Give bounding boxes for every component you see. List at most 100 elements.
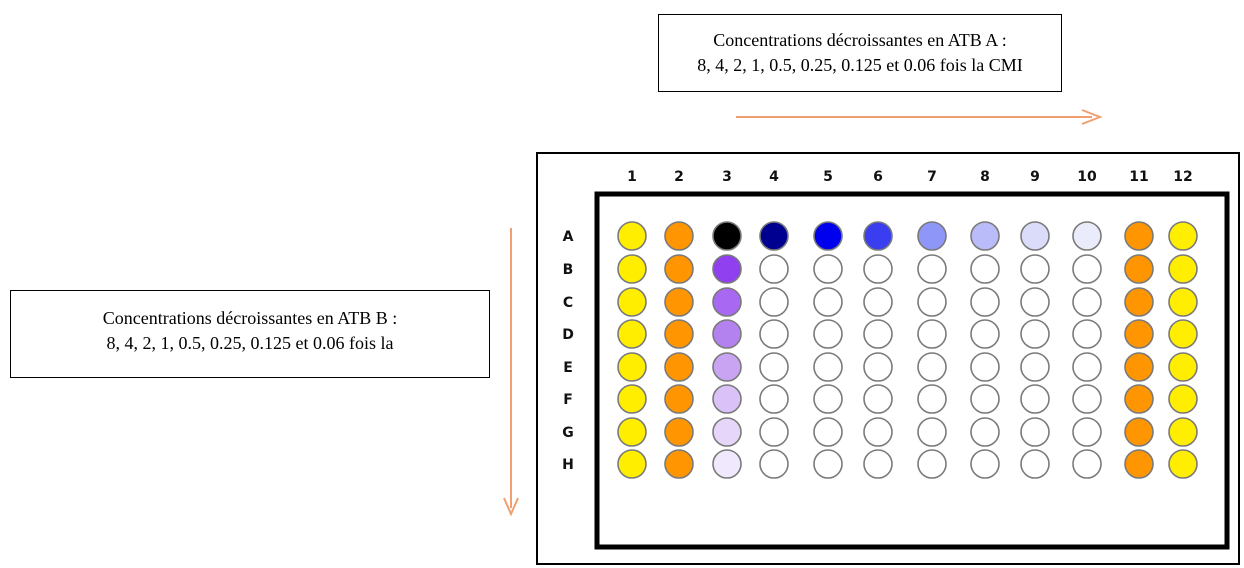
well (1168, 352, 1198, 382)
well (917, 254, 947, 284)
row-label: G (562, 425, 574, 441)
well (617, 384, 647, 414)
atb-b-annotation-box: Concentrations décroissantes en ATB B : … (10, 290, 490, 378)
well (1072, 319, 1102, 349)
well (759, 449, 789, 479)
well (813, 221, 843, 251)
well (813, 449, 843, 479)
well (917, 221, 947, 251)
well (863, 417, 893, 447)
well (617, 417, 647, 447)
well (1072, 352, 1102, 382)
column-label: 1 (627, 169, 637, 185)
row-label: E (563, 360, 573, 376)
column-label: 5 (823, 169, 833, 185)
well (1168, 384, 1198, 414)
well (712, 449, 742, 479)
well (759, 221, 789, 251)
well (664, 319, 694, 349)
well (970, 221, 1000, 251)
well (617, 221, 647, 251)
well (1020, 254, 1050, 284)
well (1168, 221, 1198, 251)
column-label: 8 (980, 169, 990, 185)
wells (617, 221, 1198, 479)
well (970, 384, 1000, 414)
well (813, 352, 843, 382)
well (1124, 417, 1154, 447)
well (1020, 417, 1050, 447)
well (917, 384, 947, 414)
well (712, 221, 742, 251)
column-label: 12 (1173, 169, 1192, 185)
row-label: H (562, 457, 574, 473)
well (1072, 449, 1102, 479)
well (1072, 221, 1102, 251)
well (1072, 254, 1102, 284)
well (917, 417, 947, 447)
well (1072, 417, 1102, 447)
atb-b-concentrations: 8, 4, 2, 1, 0.5, 0.25, 0.125 et 0.06 foi… (106, 333, 394, 353)
well (1072, 384, 1102, 414)
well (813, 417, 843, 447)
well (664, 417, 694, 447)
well (917, 319, 947, 349)
well (1124, 221, 1154, 251)
row-label: A (563, 229, 574, 245)
column-label: 4 (769, 169, 779, 185)
well (1124, 449, 1154, 479)
well (970, 449, 1000, 479)
row-label: D (562, 327, 574, 343)
well (863, 287, 893, 317)
well (617, 254, 647, 284)
well (617, 352, 647, 382)
well (617, 449, 647, 479)
column-label: 3 (722, 169, 732, 185)
well (1168, 287, 1198, 317)
well (712, 384, 742, 414)
well (664, 254, 694, 284)
well (863, 319, 893, 349)
arrow-down-icon (503, 228, 519, 517)
well (664, 352, 694, 382)
well (759, 352, 789, 382)
column-label: 10 (1077, 169, 1097, 185)
well (664, 287, 694, 317)
well (759, 417, 789, 447)
well (617, 287, 647, 317)
row-label: C (563, 295, 573, 311)
well (1168, 449, 1198, 479)
atb-a-concentrations: 8, 4, 2, 1, 0.5, 0.25, 0.125 et 0.06 foi… (697, 55, 1023, 75)
well (712, 352, 742, 382)
well (863, 352, 893, 382)
well (1124, 384, 1154, 414)
well (1168, 254, 1198, 284)
well (1124, 254, 1154, 284)
well (1072, 287, 1102, 317)
well (863, 384, 893, 414)
column-label: 6 (873, 169, 883, 185)
well (970, 287, 1000, 317)
well (617, 319, 647, 349)
well (813, 384, 843, 414)
column-labels: 1 2 3 4 5 6 7 8 9 10 11 12 (627, 169, 1193, 185)
plate-inner-frame (594, 191, 1230, 550)
row-labels: A B CD EF GH (562, 229, 574, 473)
well (664, 449, 694, 479)
well (1020, 384, 1050, 414)
row-label: B (563, 262, 574, 278)
well (664, 384, 694, 414)
well (970, 319, 1000, 349)
well (813, 319, 843, 349)
well (863, 449, 893, 479)
well (863, 221, 893, 251)
column-label: 11 (1129, 169, 1148, 185)
well (712, 287, 742, 317)
well (1020, 287, 1050, 317)
well (917, 352, 947, 382)
well (712, 417, 742, 447)
well (917, 449, 947, 479)
well (813, 254, 843, 284)
well (759, 254, 789, 284)
